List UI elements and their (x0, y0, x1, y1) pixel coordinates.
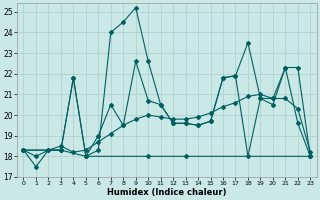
X-axis label: Humidex (Indice chaleur): Humidex (Indice chaleur) (107, 188, 227, 197)
